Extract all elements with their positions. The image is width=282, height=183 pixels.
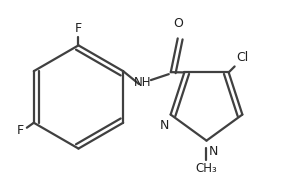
Text: F: F bbox=[75, 23, 82, 36]
Text: N: N bbox=[208, 145, 218, 158]
Text: O: O bbox=[173, 17, 183, 30]
Text: NH: NH bbox=[134, 76, 152, 89]
Text: N: N bbox=[159, 119, 169, 132]
Text: CH₃: CH₃ bbox=[196, 163, 217, 175]
Text: F: F bbox=[17, 124, 24, 137]
Text: Cl: Cl bbox=[237, 51, 249, 64]
